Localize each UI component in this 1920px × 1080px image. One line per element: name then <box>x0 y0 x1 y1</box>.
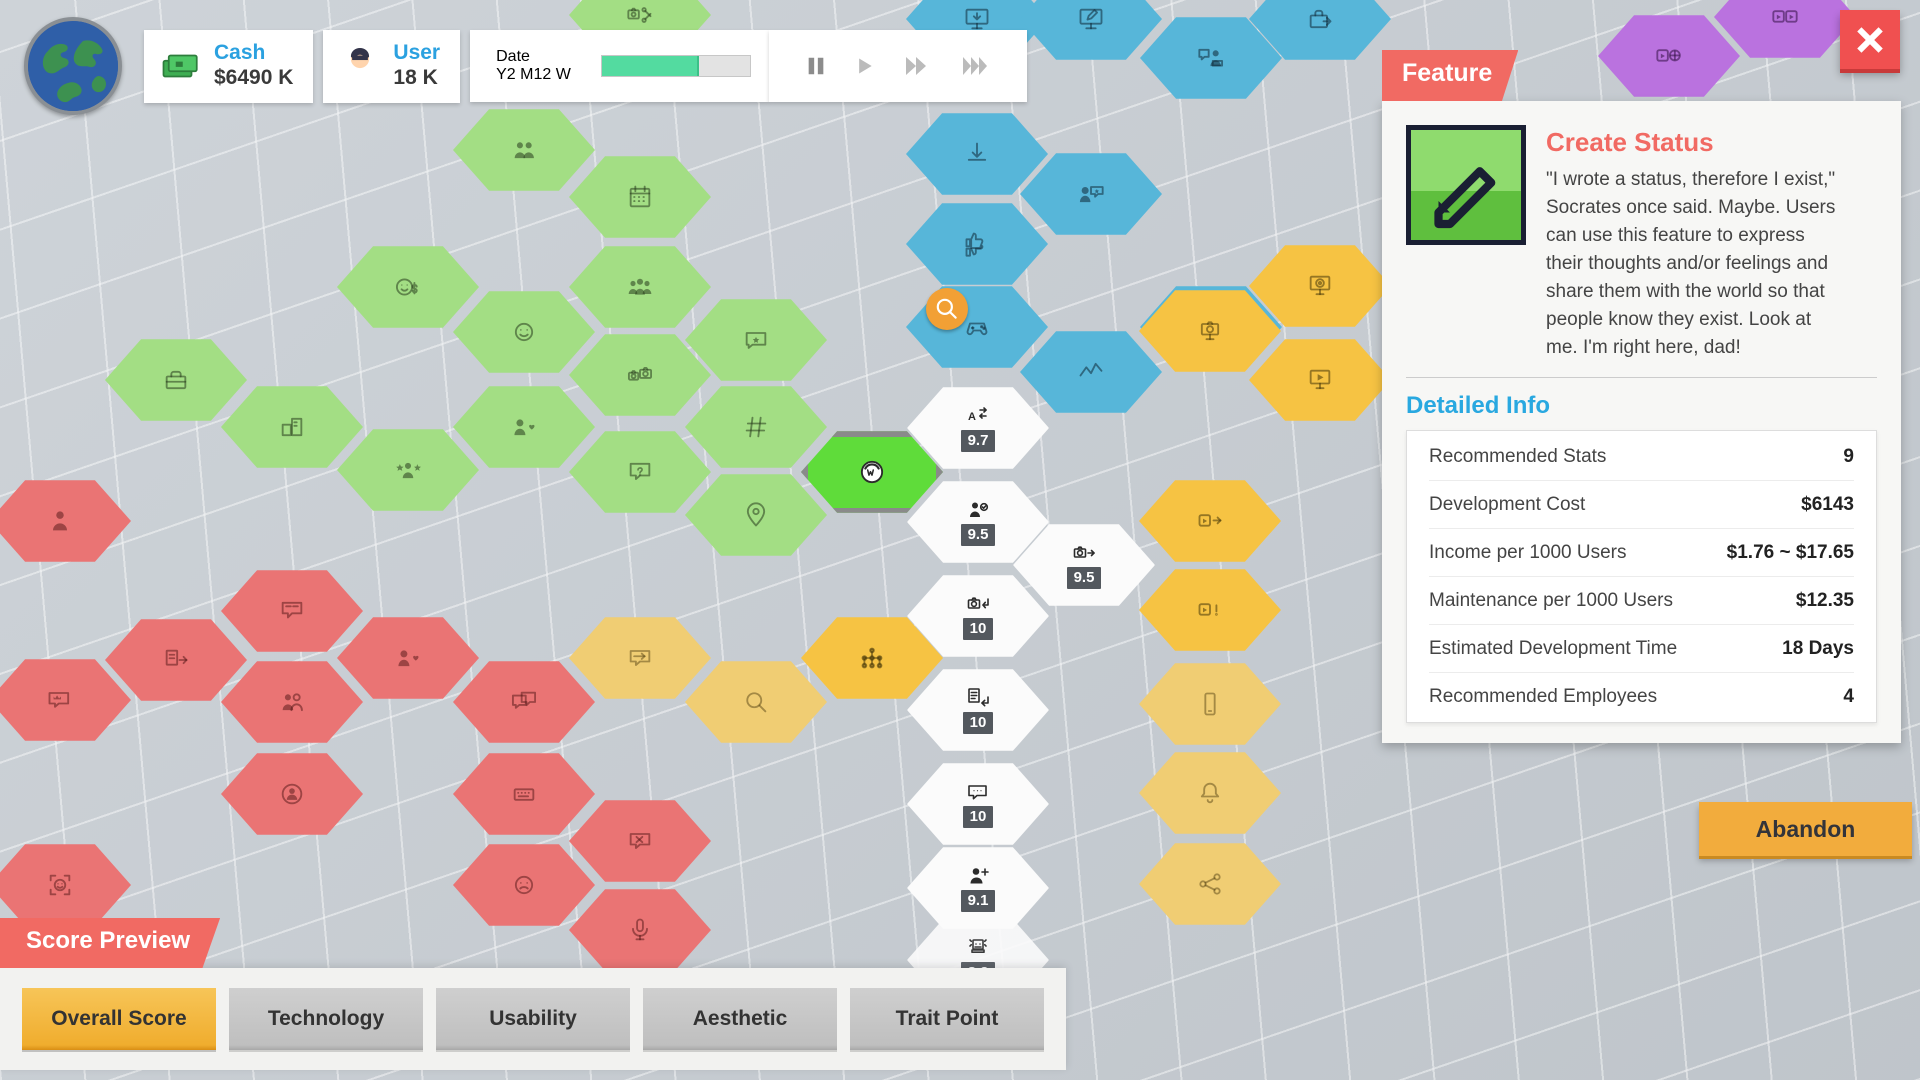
svg-text:A: A <box>968 411 976 423</box>
